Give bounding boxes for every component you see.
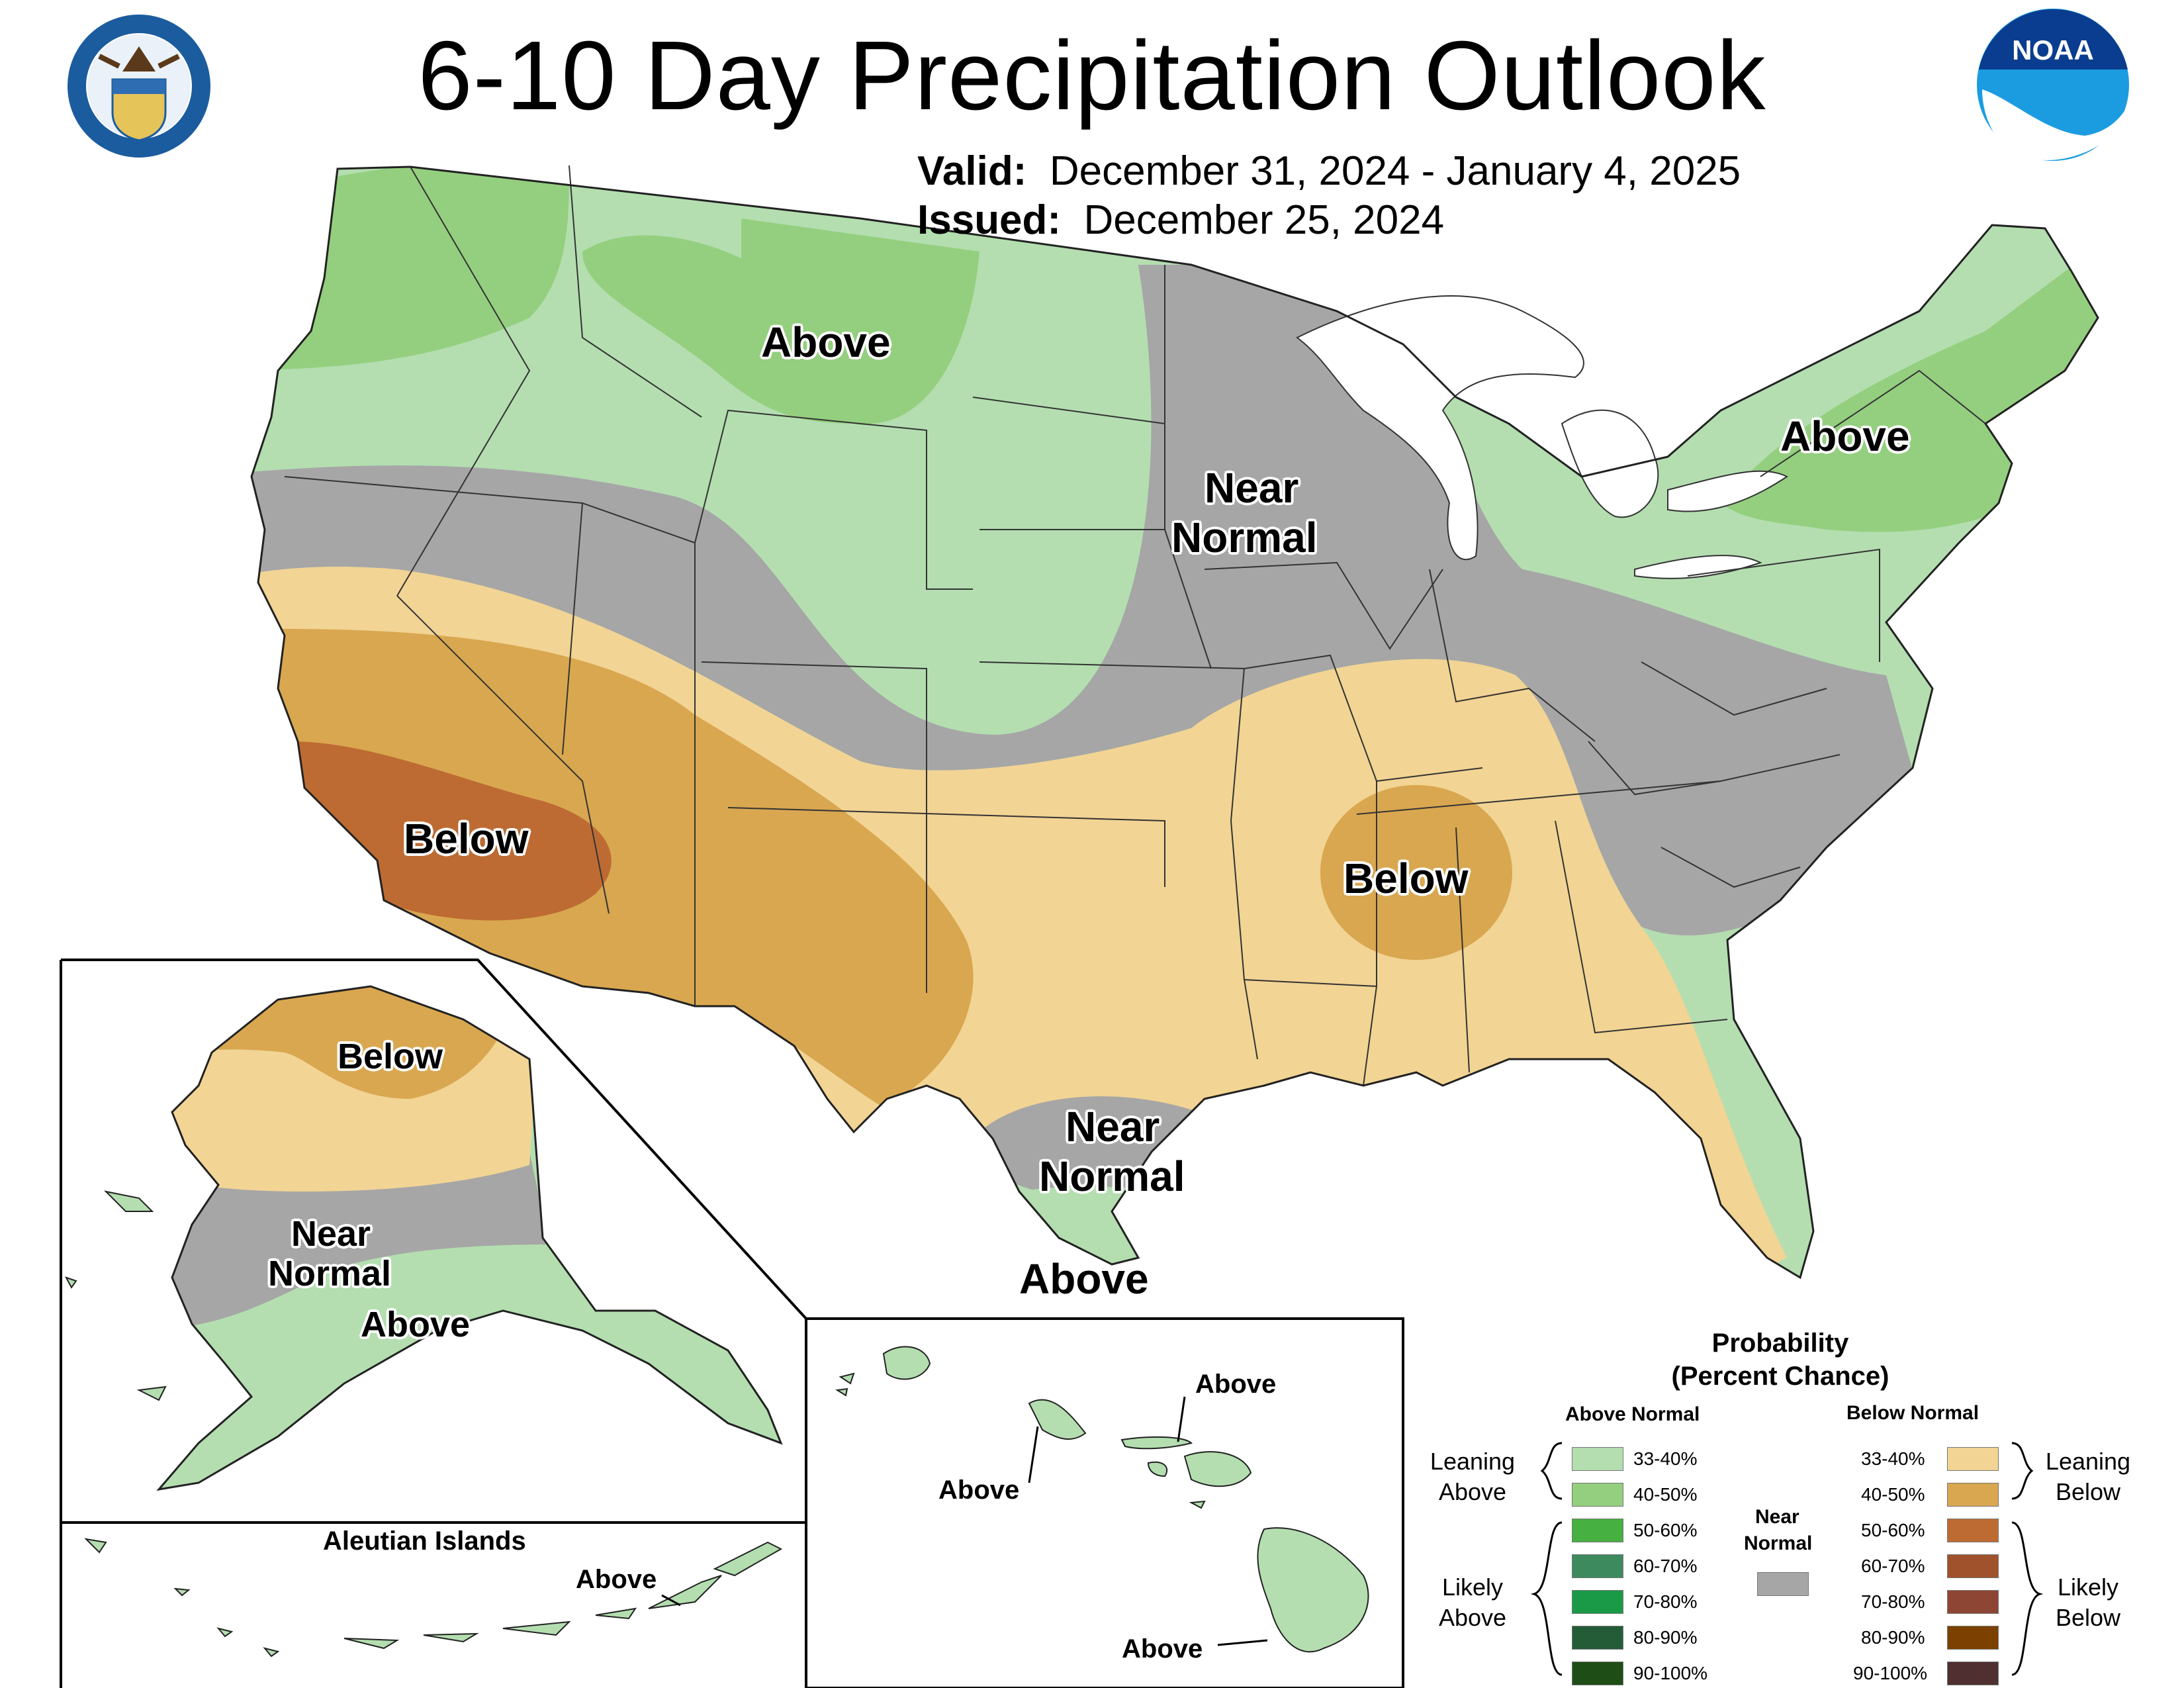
legend-heading-1: Probability (1711, 1329, 1849, 1358)
legend-swatch-below-2 (1947, 1483, 1999, 1507)
label-alaska-above: Above (361, 1305, 471, 1344)
conus-near-normal-band (251, 265, 1919, 935)
legend-swatch-below-3 (1947, 1519, 1999, 1542)
legend-below-range-1: 33-40% (1861, 1448, 1925, 1469)
label-near-texas-1: Near (1066, 1103, 1160, 1150)
issued-date: December 25, 2024 (1083, 197, 1445, 243)
aleutian-title: Aleutian Islands (323, 1526, 526, 1556)
big-island (1257, 1527, 1369, 1653)
label-near-texas-2: Normal (1039, 1152, 1185, 1200)
label-alaska-near-1: Near (291, 1214, 371, 1254)
legend-swatch-below-1 (1947, 1447, 1999, 1471)
legend-swatch-below-4 (1947, 1554, 1999, 1578)
legend-below-header: Below Normal (1846, 1402, 1979, 1424)
label-below-southeast: Below (1343, 855, 1469, 902)
legend-near-header-2: Normal (1744, 1532, 1813, 1554)
valid-label: Valid: (917, 148, 1027, 194)
legend-swatch-above-7 (1572, 1662, 1623, 1685)
legend-swatch-above-4 (1572, 1554, 1623, 1578)
legend-below-range-5: 70-80% (1861, 1591, 1925, 1612)
legend-below-range-2: 40-50% (1861, 1484, 1925, 1505)
legend-below-range-4: 60-70% (1861, 1556, 1925, 1576)
legend-swatch-near-normal (1757, 1572, 1809, 1596)
label-near-midwest-1: Near (1205, 464, 1299, 512)
legend-above-range-5: 70-80% (1633, 1591, 1698, 1612)
lanai (1147, 1461, 1168, 1477)
legend-above-range-7: 90-100% (1633, 1663, 1708, 1683)
legend-swatch-above-2 (1572, 1483, 1623, 1507)
legend-heading-2: (Percent Chance) (1671, 1362, 1889, 1391)
legend-swatch-above-6 (1572, 1626, 1623, 1650)
page-title: 6-10 Day Precipitation Outlook (418, 21, 1766, 130)
noaa-logo-text: NOAA (2012, 34, 2094, 66)
noaa-logo: NOAA (1977, 9, 2129, 161)
valid-dates: December 31, 2024 - January 4, 2025 (1049, 148, 1741, 194)
legend-leaning-below-1: Leaning (2045, 1448, 2131, 1475)
valid-issued-dates: Valid: December 31, 2024 - January 4, 20… (917, 147, 1741, 245)
alaska-inset (60, 959, 1404, 1688)
conus-below-40-50-southwest (278, 629, 974, 1105)
label-hawaii-above-oahu: Above (938, 1476, 1020, 1505)
label-aleutian-above: Above (576, 1565, 657, 1594)
legend-above-range-6: 80-90% (1633, 1627, 1698, 1648)
issued-label: Issued: (917, 197, 1062, 243)
molokai (1120, 1436, 1193, 1450)
label-above-texas: Above (1019, 1255, 1149, 1303)
maui (1183, 1451, 1252, 1487)
legend-above-range-1: 33-40% (1633, 1448, 1698, 1469)
hawaii-inset (805, 1317, 1404, 1688)
legend-swatch-above-1 (1572, 1447, 1623, 1471)
conus-outline (250, 165, 2099, 1280)
legend-above-range-4: 60-70% (1633, 1556, 1698, 1576)
legend-below-range-3: 50-60% (1861, 1520, 1925, 1540)
legend-likely-above-1: Likely (1441, 1573, 1504, 1601)
legend-below-range-7: 90-100% (1853, 1663, 1928, 1683)
legend-leaning-above-1: Leaning (1430, 1448, 1516, 1475)
legend-near-header-1: Near (1755, 1506, 1799, 1528)
legend-above-header: Above Normal (1565, 1403, 1700, 1425)
label-near-midwest-2: Normal (1171, 514, 1318, 561)
commerce-seal-logo (68, 15, 210, 158)
great-lakes (1296, 295, 1788, 579)
legend-above-range-2: 40-50% (1633, 1484, 1698, 1505)
legend-swatch-below-6 (1947, 1626, 1999, 1650)
legend-swatch-below-7 (1947, 1662, 1999, 1685)
alaska-near-normal (159, 1152, 549, 1331)
issued-line: Issued: December 25, 2024 (917, 196, 1741, 245)
legend-swatch-above-5 (1572, 1590, 1623, 1614)
alaska-outline (156, 985, 783, 1491)
legend-above-range-3: 50-60% (1633, 1520, 1698, 1540)
legend-swatch-above-3 (1572, 1519, 1623, 1542)
legend-swatch-below-5 (1947, 1590, 1999, 1614)
aleutian-islands (84, 1538, 783, 1658)
label-above-northeast: Above (1780, 412, 1910, 460)
label-alaska-near-2: Normal (268, 1254, 392, 1293)
legend-leaning-below-2: Below (2055, 1478, 2121, 1505)
label-above-north: Above (761, 318, 891, 366)
legend-below-range-6: 80-90% (1861, 1627, 1925, 1648)
legend-leaning-above-2: Above (1438, 1478, 1507, 1505)
oahu (1028, 1399, 1087, 1440)
legend-likely-below-2: Below (2055, 1604, 2121, 1631)
conus-below-40-50-southeast (1320, 785, 1512, 960)
label-hawaii-above-big-island: Above (1122, 1634, 1203, 1664)
legend-likely-above-2: Above (1438, 1604, 1507, 1631)
valid-line: Valid: December 31, 2024 - January 4, 20… (917, 147, 1741, 196)
kauai (882, 1346, 931, 1380)
label-hawaii-above-maui: Above (1195, 1370, 1277, 1399)
label-alaska-below: Below (338, 1037, 443, 1076)
label-below-southwest: Below (404, 815, 529, 863)
legend-likely-below-1: Likely (2057, 1573, 2119, 1601)
